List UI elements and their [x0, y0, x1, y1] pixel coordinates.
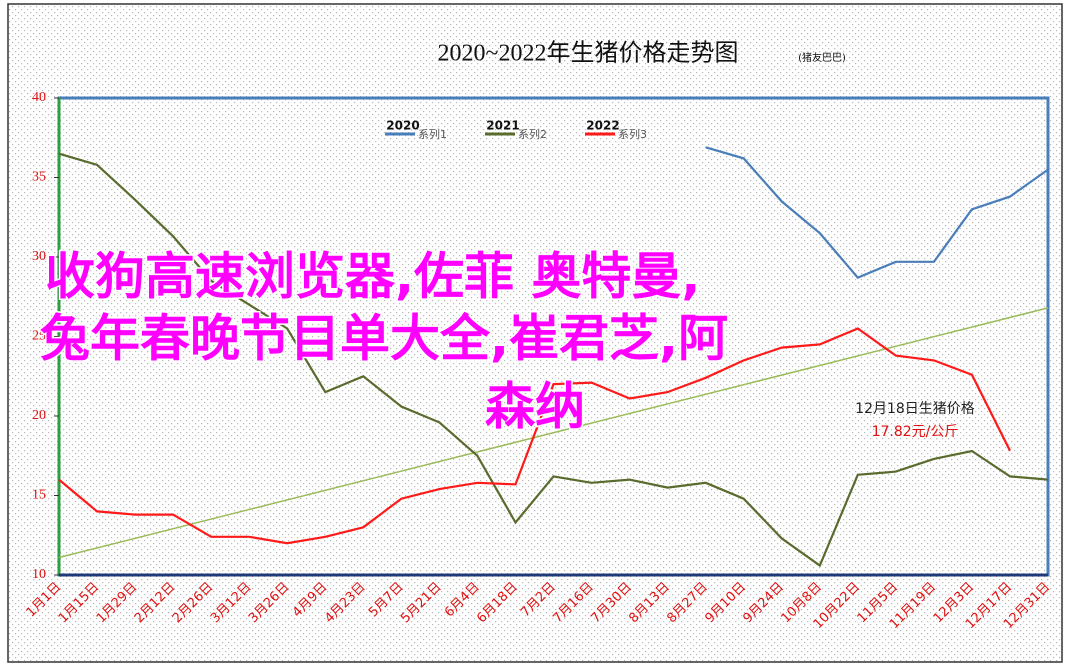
- plot-area: [57, 96, 1050, 577]
- legend-label: 系列2: [518, 127, 547, 141]
- overlay-text: 收狗高速浏览器,佐菲 奥特曼,: [45, 248, 700, 306]
- trendline: [58, 307, 1049, 559]
- annotation-value: 17.82元/公斤: [872, 424, 959, 440]
- legend-year: 2021: [486, 119, 519, 133]
- overlay-text: 森纳: [485, 378, 585, 436]
- chart-title: 2020~2022年生猪价格走势图: [438, 40, 739, 67]
- y-tick-label: 40: [32, 90, 46, 105]
- chart-subtitle: (猪友巴巴): [798, 51, 846, 64]
- y-tick-label: 10: [32, 567, 46, 582]
- series-line: [58, 152, 1049, 568]
- y-tick-label: 25: [32, 329, 46, 344]
- legend-year: 2020: [386, 119, 419, 133]
- annotation-title: 12月18日生猪价格: [855, 401, 975, 417]
- overlay-text: 兔年春晚节目单大全,崔君芝,阿: [40, 310, 728, 368]
- legend-label: 系列3: [618, 127, 647, 141]
- legend-year: 2022: [586, 119, 619, 133]
- y-tick-label: 35: [32, 170, 46, 185]
- series-line: [705, 146, 1049, 280]
- legend-label: 系列1: [418, 127, 447, 141]
- y-tick-label: 30: [32, 249, 46, 264]
- y-tick-label: 20: [32, 408, 46, 423]
- series-line: [58, 327, 1011, 545]
- y-tick-label: 15: [32, 488, 46, 503]
